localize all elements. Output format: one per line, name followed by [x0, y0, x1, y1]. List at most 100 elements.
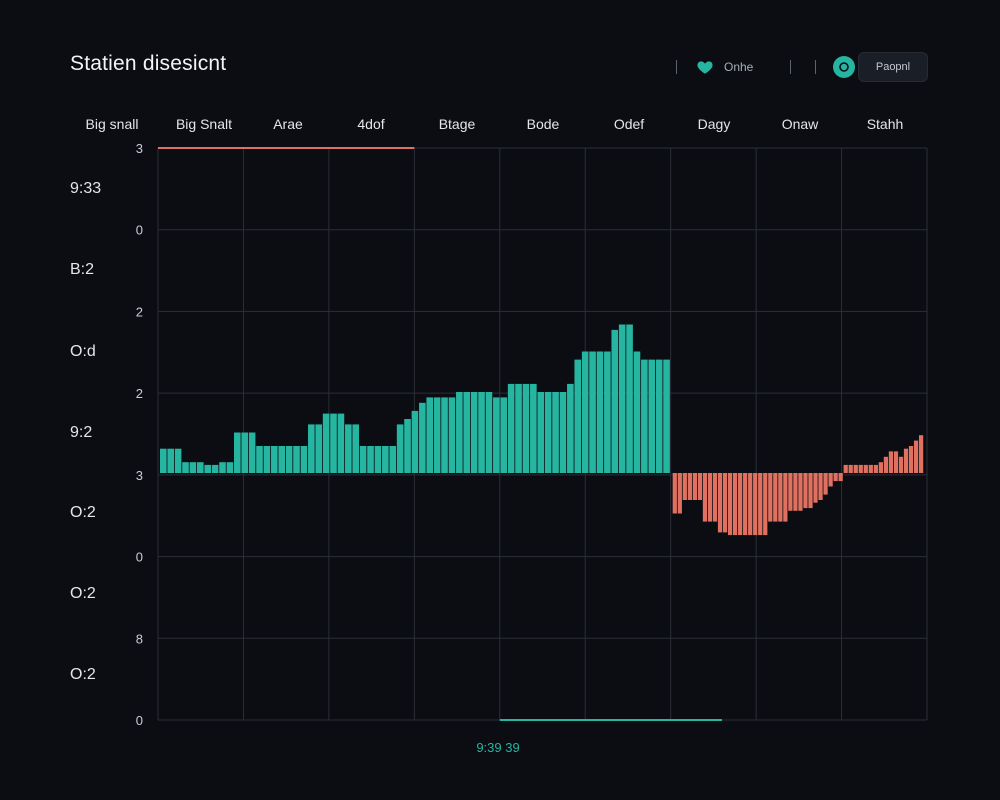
top-category-label: Dagy	[698, 116, 731, 132]
toolbar-chip-label[interactable]: Onhe	[724, 60, 754, 74]
bar-positive	[174, 448, 182, 473]
bar-negative	[753, 473, 758, 536]
bar-positive	[537, 392, 545, 473]
bar-positive	[448, 397, 456, 473]
y-tick-label: 0	[136, 223, 143, 238]
bar-positive	[248, 432, 256, 473]
bar-positive	[648, 359, 656, 473]
bar-positive	[241, 432, 249, 473]
bar-negative	[758, 473, 763, 536]
y-tick-label: 3	[136, 141, 143, 156]
heart-icon[interactable]	[696, 58, 714, 76]
bar-positive	[389, 446, 397, 473]
bar-negative	[833, 473, 838, 482]
bar-negative	[677, 473, 682, 514]
bar-negative	[848, 464, 853, 473]
top-category-label: Onaw	[782, 116, 819, 132]
bar-positive	[396, 424, 404, 473]
y-tick-label: 3	[136, 468, 143, 483]
bar-positive	[567, 383, 574, 473]
bar-positive	[441, 397, 448, 473]
top-category-label: Big Snalt	[176, 116, 232, 132]
top-category-label: Btage	[439, 116, 476, 132]
bar-negative	[727, 473, 733, 536]
bar-positive	[633, 351, 641, 473]
bar-positive	[552, 392, 559, 473]
bar-positive	[167, 448, 175, 473]
bar-negative	[873, 464, 878, 473]
bar-positive	[485, 392, 493, 473]
bar-positive	[611, 329, 619, 473]
bar-negative	[722, 473, 728, 533]
bar-negative	[672, 473, 677, 514]
bar-negative	[702, 473, 708, 522]
bar-negative	[823, 473, 828, 495]
bar-positive	[522, 383, 530, 473]
top-category-label: Arae	[273, 116, 303, 132]
bar-negative	[743, 473, 748, 536]
bar-negative	[863, 464, 868, 473]
bar-positive	[204, 464, 212, 473]
bar-negative	[687, 473, 692, 500]
bar-positive	[626, 324, 633, 473]
bar-positive	[544, 392, 552, 473]
action-button[interactable]: Paopnl	[858, 52, 928, 82]
bar-negative	[778, 473, 783, 522]
bar-positive	[493, 397, 500, 473]
bar-positive	[182, 462, 189, 473]
bar-positive	[456, 392, 463, 473]
bar-negative	[828, 473, 833, 487]
bar-positive	[530, 383, 537, 473]
left-row-label: 9:2	[70, 424, 92, 441]
bar-negative	[913, 440, 919, 473]
bar-positive	[345, 424, 352, 473]
y-tick-label: 8	[136, 631, 143, 646]
bar-positive	[315, 424, 323, 473]
y-tick-label: 2	[136, 386, 143, 401]
bar-negative	[748, 473, 753, 536]
bar-negative	[798, 473, 803, 511]
bar-negative	[712, 473, 718, 522]
bar-negative	[813, 473, 818, 503]
bar-negative	[838, 473, 843, 482]
left-row-label: O:2	[70, 504, 96, 521]
bar-negative	[903, 448, 909, 473]
bar-negative	[768, 473, 773, 522]
status-dot-icon[interactable]	[833, 56, 855, 78]
chart-bars	[160, 324, 924, 536]
bar-negative	[883, 456, 889, 473]
bar-positive	[189, 462, 197, 473]
bar-positive	[463, 392, 471, 473]
bar-positive	[404, 419, 411, 473]
bar-positive	[367, 446, 374, 473]
bar-positive	[374, 446, 382, 473]
bar-negative	[893, 451, 899, 473]
bar-positive	[234, 432, 241, 473]
left-row-label: O:d	[70, 343, 96, 360]
bar-positive	[330, 413, 337, 473]
bar-positive	[559, 392, 567, 473]
chart-labels: Big snall Big Snalt Arae 4dof Btage Bode Odef D…	[70, 116, 903, 755]
bar-positive	[618, 324, 626, 473]
bar-positive	[663, 359, 670, 473]
bar-negative	[803, 473, 808, 509]
bar-positive	[211, 464, 219, 473]
bar-positive	[263, 446, 271, 473]
top-category-label: Bode	[527, 116, 560, 132]
left-row-label: 9:33	[70, 180, 101, 197]
bar-positive	[596, 351, 604, 473]
y-tick-label: 0	[136, 550, 143, 565]
bar-negative	[898, 456, 904, 473]
bar-negative	[773, 473, 778, 522]
bar-positive	[604, 351, 611, 473]
toolbar: Onhe Paopnl	[670, 52, 932, 82]
bar-negative	[918, 435, 924, 473]
bar-negative	[738, 473, 743, 536]
bar-positive	[382, 446, 389, 473]
bar-negative	[788, 473, 793, 511]
bar-negative	[843, 464, 848, 473]
bar-negative	[908, 446, 914, 473]
top-category-label: Big snall	[86, 116, 139, 132]
bar-positive	[589, 351, 596, 473]
